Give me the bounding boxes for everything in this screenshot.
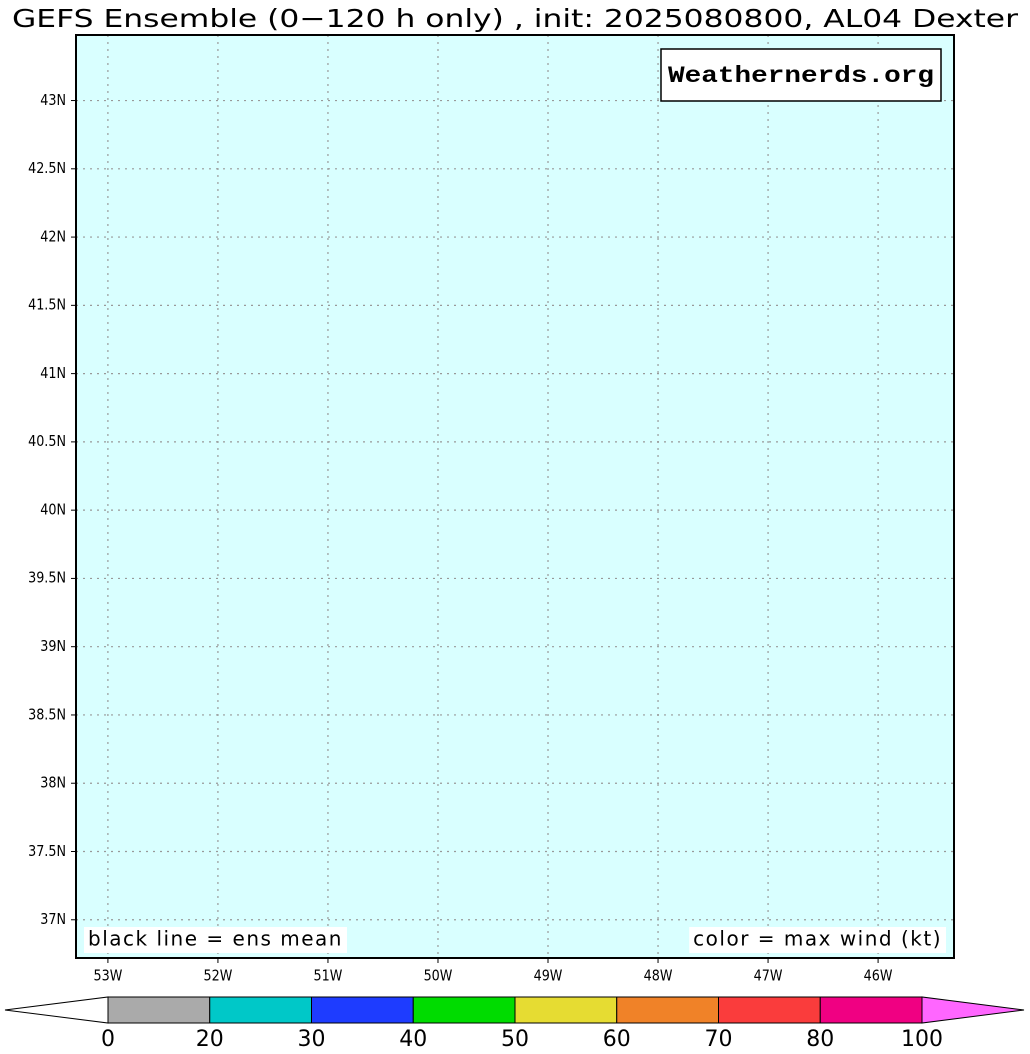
colorbar-box — [514, 996, 618, 1024]
colorbar-label: 80 — [806, 1027, 834, 1052]
annotation: black line = ens mean — [88, 927, 343, 951]
y-tick-label: 38N — [40, 775, 66, 792]
y-tick-label: 39N — [40, 638, 66, 655]
colorbar-label: 20 — [196, 1027, 224, 1052]
x-tick-label: 47W — [754, 967, 783, 984]
annotation-background — [689, 927, 946, 953]
annotation-group: color = max wind (kt) — [689, 927, 946, 953]
colorbar-label: 30 — [298, 1027, 326, 1052]
y-tick-label: 37N — [40, 911, 66, 928]
x-tick-label: 51W — [314, 967, 343, 984]
colorbar-over — [921, 996, 1025, 1024]
annotation-group: black line = ens mean — [84, 927, 347, 953]
x-tick-label: 52W — [204, 967, 233, 984]
annotation-background — [84, 927, 347, 953]
y-tick-label: 42N — [40, 228, 66, 245]
x-tick-label: 50W — [424, 967, 453, 984]
colorbar-label: 100 — [901, 1027, 943, 1052]
y-tick-label: 43N — [40, 92, 66, 109]
colorbar-label: 40 — [399, 1027, 427, 1052]
colorbar-box — [107, 996, 211, 1024]
colorbar-label: 60 — [603, 1027, 631, 1052]
x-tick-label: 46W — [864, 967, 893, 984]
y-tick-label: 42.5N — [28, 160, 66, 177]
colorbar-box — [819, 996, 923, 1024]
y-tick-label: 41.5N — [28, 297, 66, 314]
watermark-box — [660, 48, 942, 102]
colorbar-box — [311, 996, 414, 1024]
y-tick-label: 39.5N — [28, 570, 66, 587]
chart-title: GEFS Ensemble (0−120 h only) , init: 202… — [12, 4, 1019, 33]
y-tick-label: 37.5N — [28, 843, 66, 860]
colorbar-under — [4, 996, 109, 1024]
map-background — [76, 35, 954, 958]
colorbar-box — [616, 996, 719, 1024]
x-tick-label: 49W — [534, 967, 563, 984]
colorbar-label: 0 — [101, 1027, 115, 1052]
x-tick-label: 48W — [644, 967, 673, 984]
colorbar-label: 70 — [705, 1027, 733, 1052]
map-frame — [75, 34, 955, 959]
x-tick-label: 53W — [94, 967, 123, 984]
y-tick-label: 38.5N — [28, 706, 66, 723]
y-tick-label: 41N — [40, 365, 66, 382]
colorbar-box — [718, 996, 821, 1024]
annotation: color = max wind (kt) — [693, 927, 942, 951]
y-tick-label: 40.5N — [28, 433, 66, 450]
colorbar-label: 50 — [501, 1027, 529, 1052]
y-tick-label: 40N — [40, 502, 66, 519]
colorbar-box — [209, 996, 312, 1024]
watermark: Weathernerds.org — [668, 63, 934, 89]
colorbar-box — [412, 996, 516, 1024]
